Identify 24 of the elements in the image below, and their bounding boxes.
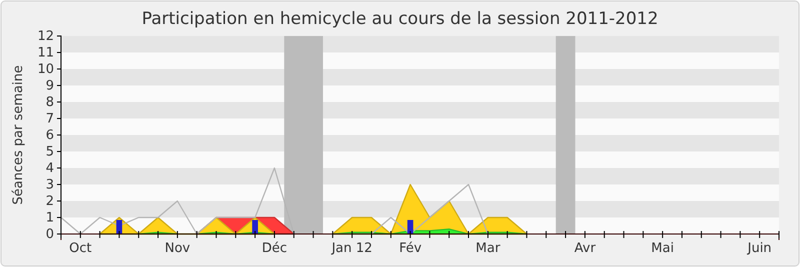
y-tick-label: 2 <box>46 194 54 210</box>
x-tick-label: Jan 12 <box>330 241 372 256</box>
chart-title: Participation en hemicycle au cours de la session 2011-2012 <box>142 9 658 29</box>
y-tick-label: 12 <box>37 29 54 44</box>
x-tick-label: Nov <box>164 241 190 256</box>
x-tick-label: Déc <box>262 241 288 256</box>
y-tick-label: 11 <box>37 46 54 61</box>
y-tick-label: 3 <box>46 178 54 193</box>
y-tick-label: 7 <box>46 112 54 127</box>
x-tick-label: Mar <box>476 241 501 256</box>
y-axis-title: Séances par semaine <box>11 65 26 205</box>
x-tick-label: Fév <box>399 241 422 256</box>
y-tick-label: 5 <box>46 144 54 160</box>
x-tick-label: Oct <box>69 241 92 256</box>
y-tick-label: 1 <box>46 210 54 226</box>
y-tick-label: 0 <box>46 227 54 242</box>
y-tick-label: 4 <box>46 161 54 176</box>
x-tick-label: Mai <box>651 241 674 256</box>
y-tick-label: 8 <box>46 95 54 110</box>
y-tick-label: 6 <box>46 128 54 144</box>
x-tick-label: Avr <box>574 241 596 256</box>
y-tick-label: 10 <box>37 62 54 78</box>
y-tick-label: 9 <box>46 78 54 94</box>
x-tick-label: Juin <box>746 241 772 256</box>
